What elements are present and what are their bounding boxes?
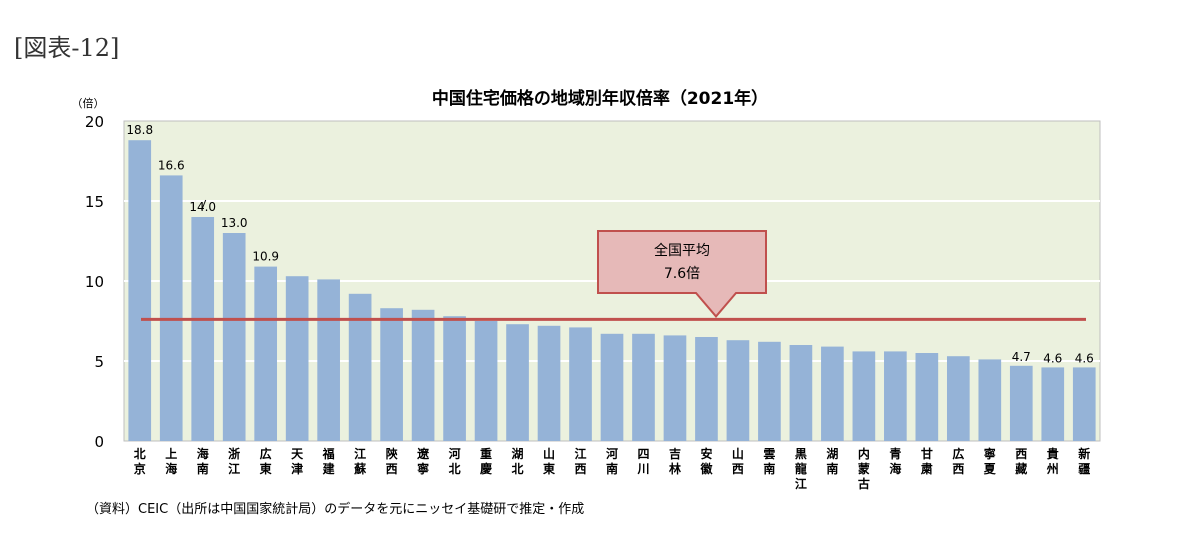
data-labels: 18.816.614.013.010.94.74.64.6 (126, 123, 1093, 365)
bar (789, 345, 813, 441)
x-tick-label: 重慶 (480, 446, 492, 476)
bar (285, 276, 309, 441)
data-label: 13.0 (221, 216, 248, 230)
x-tick-label: 天津 (291, 447, 304, 476)
x-tick-label: 上海 (165, 446, 177, 476)
x-tick-label: 甘粛 (920, 446, 933, 476)
source-note: （資料）CEIC（出所は中国国家統計局）のデータを元にニッセイ基礎研で推定・作成 (86, 502, 585, 517)
bar (222, 233, 246, 441)
x-tick-label: 山東 (543, 446, 555, 476)
figure-label: [図表-12] (14, 34, 120, 62)
bar (1072, 367, 1096, 441)
x-tick-label: 北京 (134, 446, 146, 476)
average-callout-value: 7.6倍 (664, 266, 700, 282)
data-label: 18.8 (126, 123, 153, 137)
x-tick-label: 吉林 (669, 446, 681, 476)
average-callout (597, 230, 767, 318)
x-tick-label: 江西 (575, 446, 587, 476)
data-label: 16.6 (158, 158, 185, 172)
x-tick-label: 江蘇 (353, 446, 366, 476)
data-label: 10.9 (252, 250, 279, 264)
bar (695, 337, 718, 441)
x-tick-label: 貴州 (1046, 446, 1059, 476)
label-leader-line (201, 199, 207, 211)
bar (128, 140, 152, 441)
bar (1009, 365, 1033, 441)
y-tick-label: 15 (85, 193, 104, 211)
y-tick-label: 0 (94, 433, 104, 451)
bar (1041, 367, 1065, 441)
bar (317, 279, 340, 441)
bar (380, 308, 403, 441)
x-tick-label: 広西 (952, 446, 964, 476)
bars (128, 140, 1096, 441)
bar (946, 356, 970, 441)
bar (474, 321, 498, 441)
x-tick-label: 浙江 (228, 446, 240, 476)
bar (348, 293, 372, 441)
bar (758, 341, 781, 441)
bar (884, 351, 907, 441)
x-tick-label: 河北 (448, 446, 461, 476)
bar (569, 327, 592, 441)
x-tick-label: 西藏 (1015, 447, 1027, 476)
x-tick-label: 山西 (732, 446, 744, 476)
x-tick-label: 河南 (605, 446, 618, 476)
y-axis-ticks: 0 5 10 15 20 (85, 113, 104, 451)
x-tick-label: 湖北 (512, 446, 524, 476)
x-tick-label: 新疆 (1078, 446, 1090, 476)
bar (191, 217, 215, 441)
x-tick-label: 雲南 (763, 447, 775, 476)
bar (254, 266, 278, 441)
x-tick-label: 陝西 (386, 446, 399, 476)
x-tick-label: 黒龍江 (795, 447, 807, 491)
average-callout-title: 全国平均 (654, 242, 710, 259)
bar (821, 346, 844, 441)
bar (443, 316, 466, 441)
bar (506, 324, 529, 441)
bar (663, 335, 687, 441)
bar (978, 359, 1002, 441)
bar (600, 333, 624, 441)
bar (159, 175, 183, 441)
y-axis-unit-label: （倍） (72, 96, 105, 110)
x-tick-label: 遼寧 (417, 446, 430, 476)
x-tick-label: 福建 (322, 446, 336, 476)
x-tick-label: 青海 (889, 446, 901, 476)
y-tick-label: 10 (85, 273, 104, 291)
data-label: 4.7 (1012, 350, 1031, 364)
bar (632, 333, 655, 441)
x-tick-label: 広東 (260, 446, 272, 476)
x-tick-label: 湖南 (826, 446, 838, 476)
x-tick-label: 四川 (636, 447, 649, 476)
bar (852, 351, 876, 441)
average-line-group: 全国平均 7.6倍 (141, 230, 1086, 321)
bar (915, 353, 939, 441)
chart-title: 中国住宅価格の地域別年収倍率（2021年） (432, 88, 768, 109)
x-axis-labels: 北京上海海南浙江広東天津福建江蘇陝西遼寧河北重慶湖北山東江西河南四川吉林安徽山西… (134, 446, 1091, 491)
x-tick-label: 安徽 (699, 446, 713, 476)
data-label: 4.6 (1043, 351, 1062, 365)
y-tick-label: 5 (94, 353, 104, 371)
bar (726, 340, 750, 441)
x-tick-label: 内蒙古 (858, 446, 870, 491)
x-tick-label: 寧夏 (984, 446, 997, 476)
bar (411, 309, 435, 441)
data-label: 4.6 (1075, 351, 1094, 365)
x-tick-label: 海南 (197, 446, 209, 476)
y-tick-label: 20 (85, 113, 104, 131)
bar (537, 325, 561, 441)
